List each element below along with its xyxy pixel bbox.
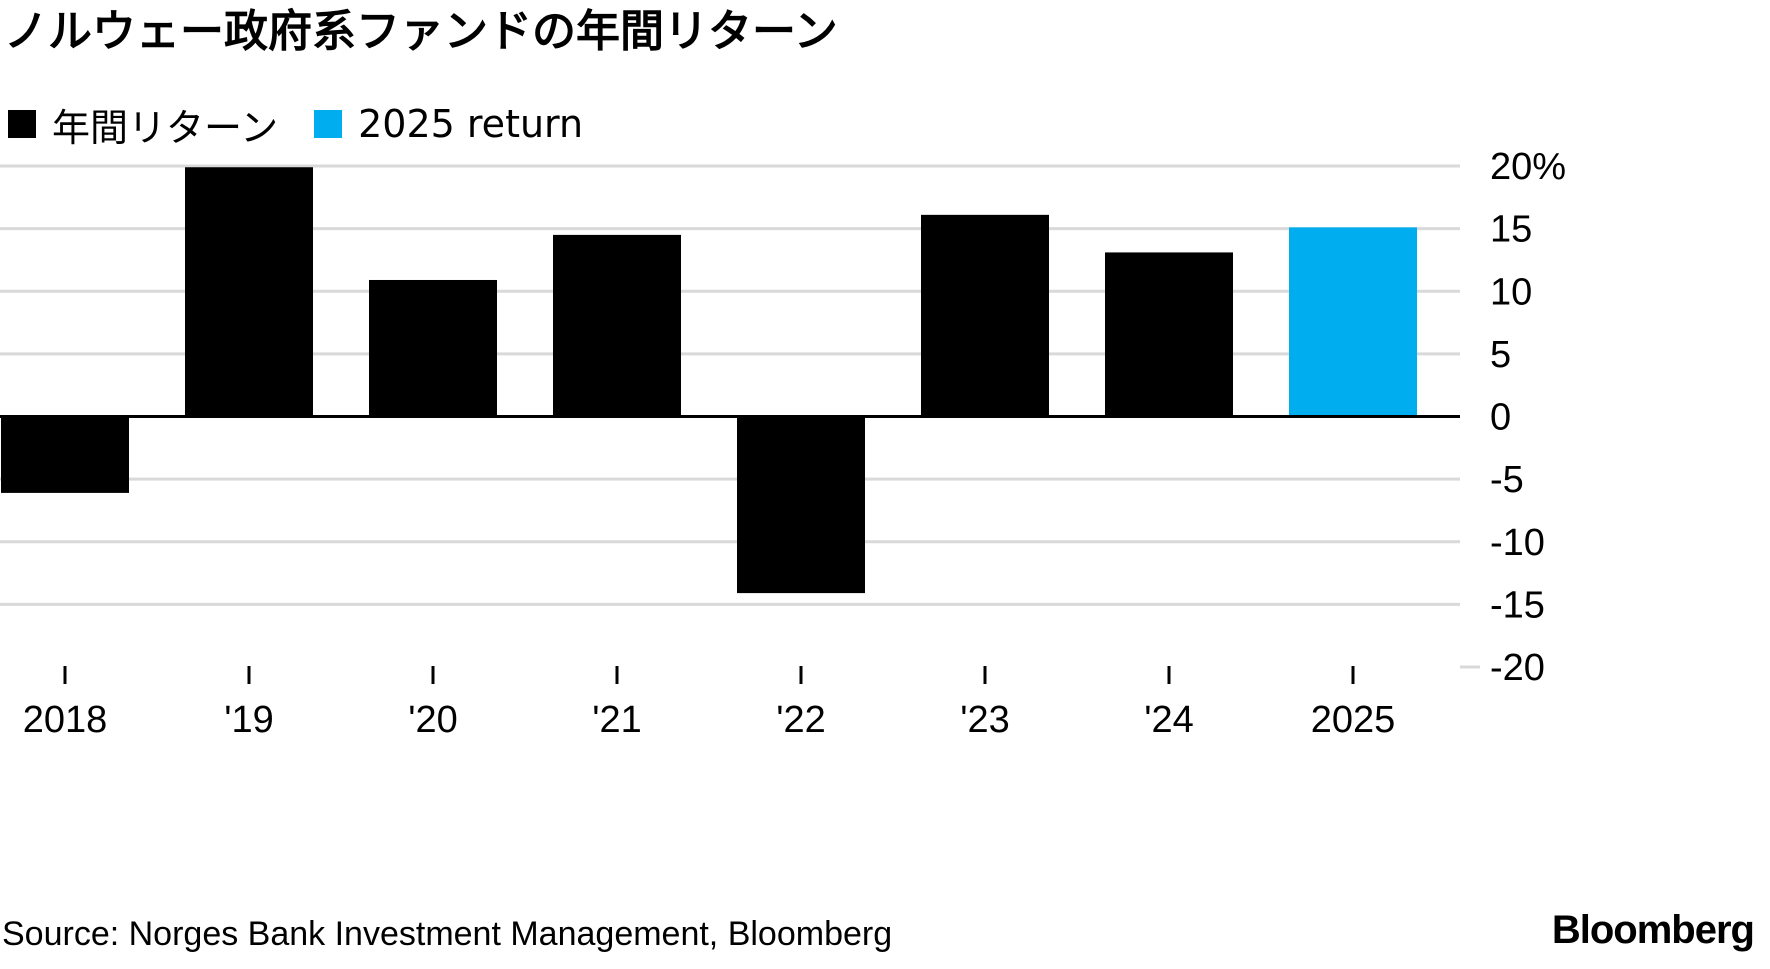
x-tick-label: '20 xyxy=(408,699,458,741)
x-tick-label: 2025 xyxy=(1311,699,1396,741)
bar xyxy=(185,167,313,417)
legend-label-annual-return: 年間リターン xyxy=(52,105,279,150)
bar xyxy=(737,416,865,594)
x-tick-label: '24 xyxy=(1144,699,1194,741)
y-tick-label: -5 xyxy=(1490,459,1524,501)
y-tick-label: -10 xyxy=(1490,522,1545,564)
legend: 年間リターン 2025 return xyxy=(8,96,619,152)
x-tick-label: '22 xyxy=(776,699,826,741)
legend-label-2025-return: 2025 return xyxy=(358,102,584,146)
chart-title: ノルウェー政府系ファンドの年間リターン xyxy=(4,6,838,57)
bar xyxy=(1,416,129,493)
legend-swatch-annual-return xyxy=(8,110,36,138)
bar xyxy=(921,214,1049,417)
x-tick-label: '19 xyxy=(224,699,274,741)
x-tick-label: 2018 xyxy=(23,699,108,741)
y-tick-label: 0 xyxy=(1490,397,1511,439)
legend-item-2025-return: 2025 return xyxy=(314,102,583,146)
y-tick-label: 5 xyxy=(1490,334,1511,376)
bar xyxy=(1289,227,1417,417)
x-tick-label: '21 xyxy=(592,699,642,741)
y-tick-label: -15 xyxy=(1490,584,1545,626)
source-note: Source: Norges Bank Investment Managemen… xyxy=(2,915,893,953)
bar-chart: 20% 15 10 5 0 -5 -10 -15 -20 2018 '19 '20 '21 '22 '23 '… xyxy=(0,150,1566,741)
bloomberg-logo: Bloomberg xyxy=(1551,908,1755,952)
y-tick-label: -20 xyxy=(1490,647,1545,689)
y-tick-label: 10 xyxy=(1490,271,1532,313)
x-tick-label: '23 xyxy=(960,699,1010,741)
legend-swatch-2025-return xyxy=(314,110,343,138)
y-tick-label: 20% xyxy=(1490,150,1566,188)
y-tick-label: 15 xyxy=(1490,209,1532,251)
bar xyxy=(369,279,497,417)
legend-item-annual-return: 年間リターン xyxy=(8,97,278,152)
bar xyxy=(1105,252,1233,417)
bar xyxy=(553,234,681,417)
